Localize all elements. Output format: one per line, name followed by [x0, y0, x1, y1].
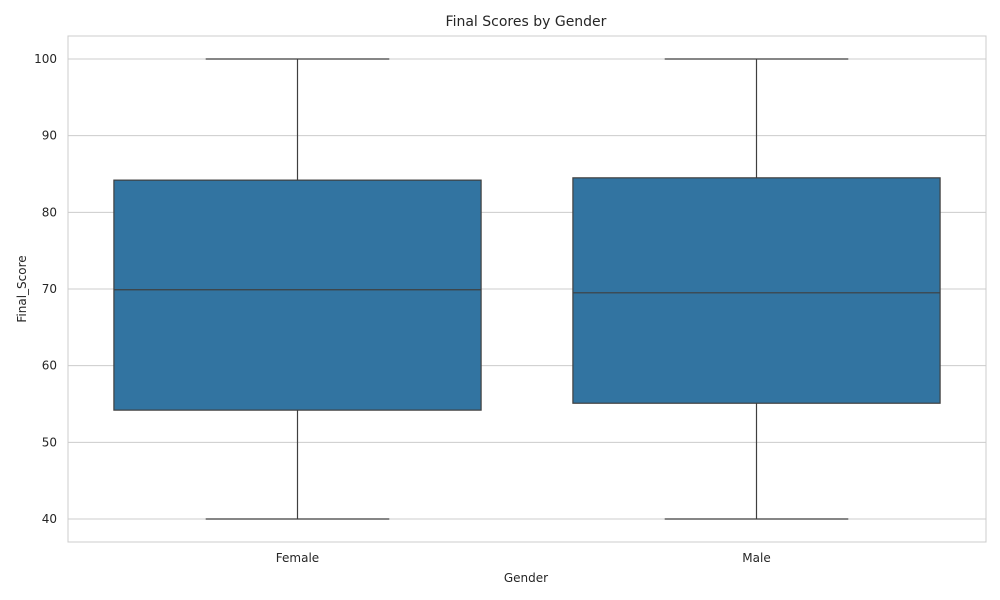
y-tick-label: 50 — [42, 435, 57, 449]
iqr-box — [572, 177, 941, 404]
plot-frame — [67, 35, 987, 543]
x-axis-label: Gender — [504, 571, 548, 585]
y-tick-label: 70 — [42, 282, 57, 296]
box-group-male — [572, 58, 941, 520]
box-group-female — [113, 58, 482, 520]
iqr-box — [113, 179, 482, 411]
y-axis-ticks: 40 50 60 70 80 90 100 — [34, 52, 57, 526]
y-tick-label: 100 — [34, 52, 57, 66]
y-axis-label: Final_Score — [15, 255, 29, 322]
x-tick-label: Female — [276, 551, 319, 565]
chart-title: Final Scores by Gender — [446, 14, 607, 30]
y-tick-label: 90 — [42, 129, 57, 143]
y-tick-label: 60 — [42, 359, 57, 373]
x-tick-label: Male — [742, 551, 770, 565]
x-axis-ticks: Female Male — [276, 551, 771, 565]
y-tick-label: 40 — [42, 512, 57, 526]
plot-area — [113, 58, 941, 520]
y-tick-label: 80 — [42, 205, 57, 219]
